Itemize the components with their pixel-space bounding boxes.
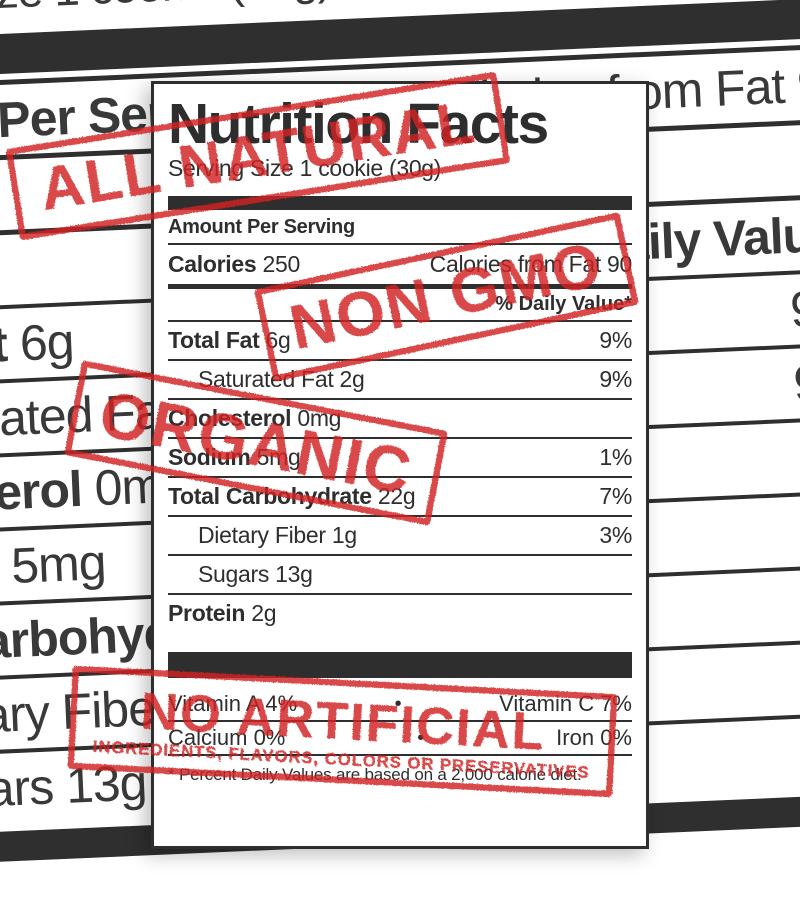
stage: Nutrition Facts Serving Size 1 cookie (3… [0,0,800,919]
panel-nutrient-row: Sugars 13g [168,556,632,595]
panel-nutrient-row: Protein 2g [168,595,632,632]
panel-calories: Calories 250 [168,251,300,278]
panel-nutrient-row: Dietary Fiber 1g3% [168,517,632,556]
